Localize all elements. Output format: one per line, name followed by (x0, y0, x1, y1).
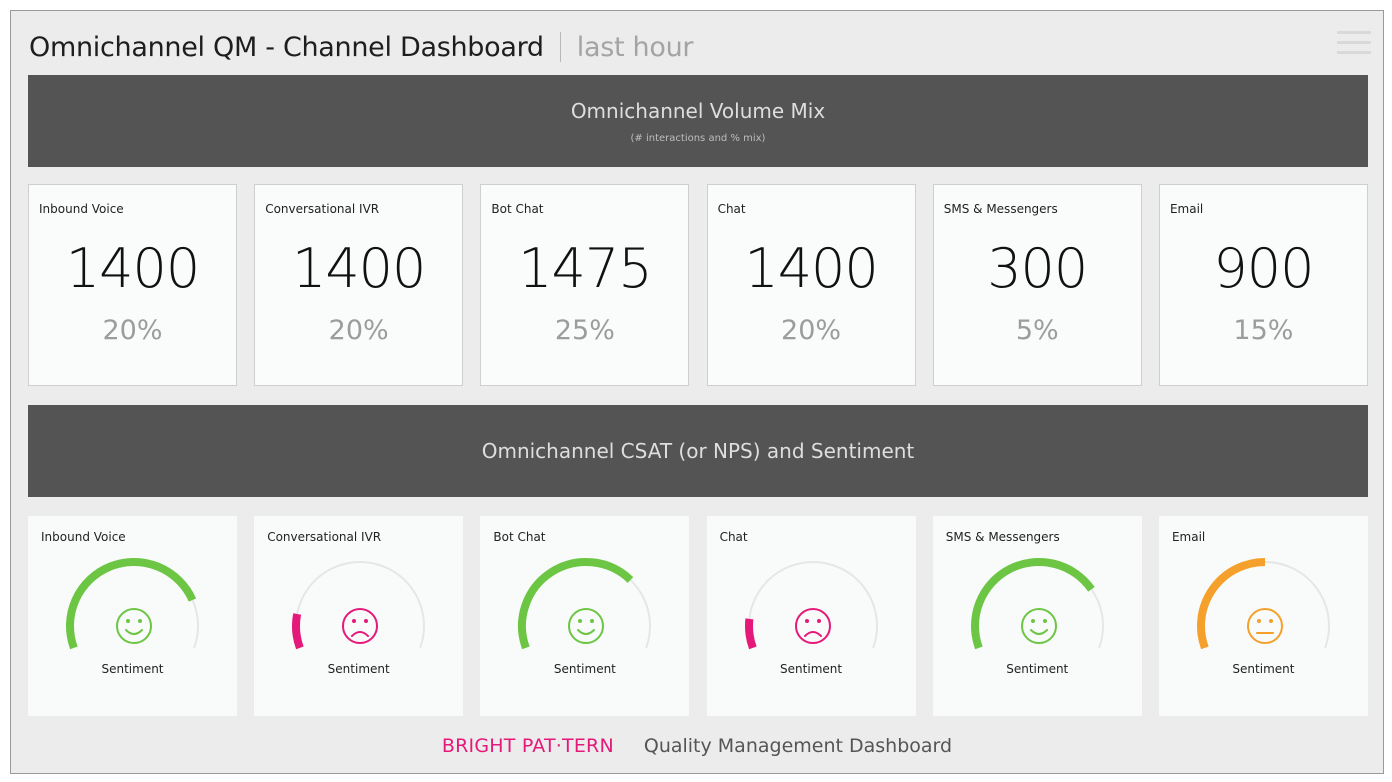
card-label: Chat (717, 202, 746, 216)
volume-card-chat[interactable]: Chat 1400 20% (706, 184, 916, 386)
volume-card-email[interactable]: Email 900 15% (1158, 184, 1368, 386)
footer-title: Quality Management Dashboard (643, 735, 953, 757)
sentiment-cards: Inbound Voice Sentiment Conversational I… (28, 516, 1368, 716)
card-label: Conversational IVR (265, 202, 380, 216)
title-separator (559, 32, 561, 62)
sentiment-gauge (62, 556, 207, 686)
gauge-label: Sentiment (553, 662, 616, 676)
gauge-fill (744, 618, 757, 650)
csat-banner: Omnichannel CSAT (or NPS) and Sentiment (28, 405, 1368, 497)
footer: BRIGHT PAT·TERN Quality Management Dashb… (11, 731, 1383, 761)
smiley-happy-icon (1020, 608, 1057, 644)
gauge-svg (970, 558, 1104, 650)
gauge-fill (292, 613, 304, 650)
brand-logo: BRIGHT PAT·TERN (441, 735, 614, 757)
gauge-label: Sentiment (327, 662, 390, 676)
gauge-fill (970, 558, 1095, 650)
mix-percent: 20% (328, 315, 389, 346)
gauge-label: Sentiment (101, 662, 164, 676)
card-label: Email (1171, 530, 1206, 544)
gauge-track (747, 561, 878, 649)
volume-cards: Inbound Voice 1400 20% Conversational IV… (28, 184, 1368, 386)
gauge-label: Sentiment (1006, 662, 1069, 676)
card-label: SMS & Messengers (945, 530, 1060, 544)
card-label: Chat (719, 530, 748, 544)
gauge-svg (292, 561, 426, 650)
sentiment-card-sms-messengers[interactable]: SMS & Messengers Sentiment (932, 516, 1142, 716)
mix-percent: 25% (554, 315, 615, 346)
card-label: Bot Chat (493, 530, 546, 544)
gauge-fill (66, 557, 197, 650)
page-title: Omnichannel QM - Channel Dashboard (29, 31, 544, 63)
volume-mix-subtitle: (# interactions and % mix) (630, 132, 766, 144)
smiley-sad-icon (342, 608, 379, 644)
card-label: Inbound Voice (41, 530, 126, 544)
time-range-label: last hour (576, 31, 694, 63)
sentiment-card-bot-chat[interactable]: Bot Chat Sentiment (480, 516, 690, 716)
gauge-svg (66, 557, 199, 650)
csat-title: Omnichannel CSAT (or NPS) and Sentiment (481, 439, 915, 463)
gauge-track (295, 561, 426, 649)
smiley-happy-icon (568, 608, 605, 644)
card-label: Inbound Voice (39, 202, 124, 216)
smiley-sad-icon (794, 608, 831, 644)
gauge-svg (1197, 558, 1330, 650)
sentiment-gauge (967, 556, 1112, 686)
sentiment-card-conversational-ivr[interactable]: Conversational IVR Sentiment (254, 516, 464, 716)
volume-card-sms-messengers[interactable]: SMS & Messengers 300 5% (932, 184, 1142, 386)
volume-card-inbound-voice[interactable]: Inbound Voice 1400 20% (28, 184, 237, 386)
gauge-fill (1197, 558, 1266, 650)
gauge-fill (518, 558, 634, 650)
volume-card-bot-chat[interactable]: Bot Chat 1475 25% (480, 184, 690, 386)
card-label: Bot Chat (491, 202, 544, 216)
sentiment-gauge (514, 556, 659, 686)
mix-percent: 5% (1015, 315, 1059, 346)
gauge-label: Sentiment (780, 662, 843, 676)
gauge-label: Sentiment (1232, 662, 1295, 676)
sentiment-gauge (288, 556, 433, 686)
sentiment-gauge (1193, 556, 1338, 686)
dashboard-header: Omnichannel QM - Channel Dashboard last … (29, 27, 694, 67)
hamburger-menu-icon[interactable] (1337, 31, 1371, 55)
gauge-svg (744, 561, 878, 650)
sentiment-card-email[interactable]: Email Sentiment (1158, 516, 1368, 716)
sentiment-card-inbound-voice[interactable]: Inbound Voice Sentiment (28, 516, 237, 716)
sentiment-gauge (741, 556, 886, 686)
mix-percent: 20% (781, 315, 842, 346)
smiley-happy-icon (116, 608, 152, 644)
mix-percent: 15% (1233, 315, 1294, 346)
interaction-count: 1400 (65, 237, 200, 300)
interaction-count: 900 (1213, 237, 1314, 300)
card-label: Conversational IVR (267, 530, 382, 544)
interaction-count: 1400 (744, 237, 878, 300)
card-label: Email (1169, 202, 1204, 216)
volume-card-conversational-ivr[interactable]: Conversational IVR 1400 20% (254, 184, 464, 386)
volume-mix-title: Omnichannel Volume Mix (570, 98, 826, 123)
sentiment-card-chat[interactable]: Chat Sentiment (706, 516, 916, 716)
volume-mix-banner: Omnichannel Volume Mix (# interactions a… (28, 75, 1368, 167)
interaction-count: 300 (987, 237, 1088, 300)
gauge-svg (518, 558, 652, 650)
interaction-count: 1475 (518, 237, 652, 300)
card-label: SMS & Messengers (943, 202, 1058, 216)
interaction-count: 1400 (291, 237, 426, 300)
mix-percent: 20% (102, 315, 163, 346)
dashboard-frame: Omnichannel QM - Channel Dashboard last … (10, 10, 1384, 774)
smiley-neutral-icon (1246, 608, 1283, 644)
